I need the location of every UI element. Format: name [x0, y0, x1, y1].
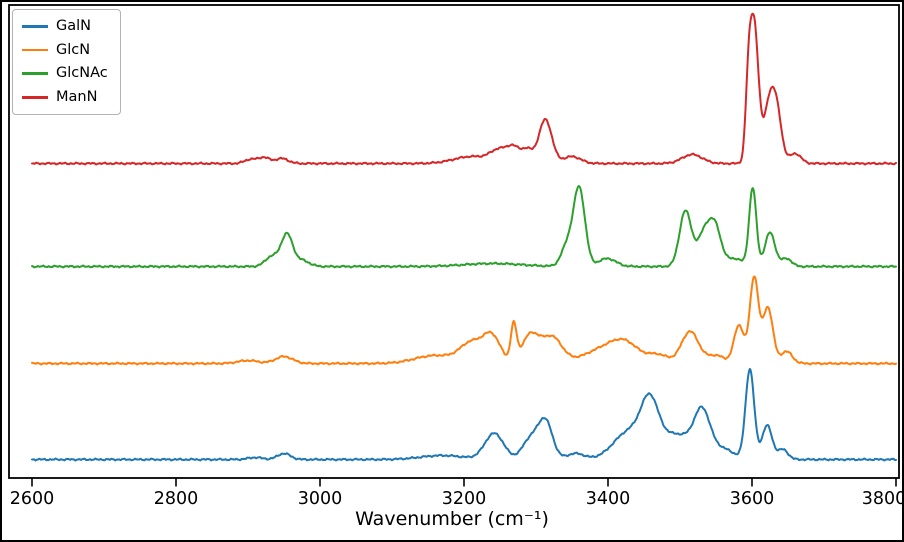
x-tick-label: 2600 [10, 489, 55, 509]
spectrum-line-glcnac [31, 185, 897, 269]
legend-item-glcn: GlcN [22, 42, 108, 59]
x-tick-label: 3400 [586, 489, 631, 509]
legend-line-swatch [22, 72, 48, 75]
legend-item-galn: GalN [22, 18, 108, 35]
legend-label: GlcN [56, 41, 91, 58]
legend-label: GlcNAc [56, 65, 108, 82]
legend-item-mann: ManN [22, 89, 108, 106]
x-tick-label: 3800 [862, 489, 904, 509]
legend-label: GalN [56, 18, 91, 34]
legend-line-swatch [22, 96, 48, 99]
spectrum-line-mann [31, 12, 897, 166]
x-tick-label: 2800 [154, 489, 199, 509]
legend-line-swatch [22, 25, 48, 28]
x-tick-label: 3600 [730, 489, 775, 509]
legend-item-glcnac: GlcNAc [22, 65, 108, 82]
axes-frame [8, 4, 900, 479]
legend-label: ManN [56, 89, 98, 106]
legend: GalN GlcN GlcNAc ManN [12, 9, 121, 115]
x-tick-label: 3000 [298, 489, 343, 509]
legend-line-swatch [22, 48, 48, 52]
x-axis-label: Wavenumber (cm⁻¹) [355, 508, 549, 530]
x-tick-label: 3200 [442, 489, 487, 509]
spectrum-line-galn [31, 367, 897, 462]
spectrum-line-glcn [31, 275, 897, 366]
